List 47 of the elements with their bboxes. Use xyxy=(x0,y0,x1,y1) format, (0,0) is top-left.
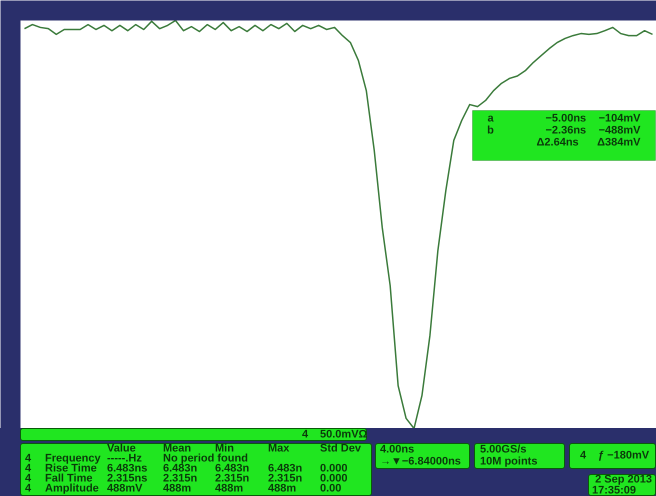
text: 488m xyxy=(215,482,244,494)
text: Fall Time xyxy=(45,472,92,484)
annotation: −104mV xyxy=(598,112,642,124)
text: 6.483n xyxy=(268,462,302,474)
text: 0.00 xyxy=(320,482,342,494)
text: Std Dev xyxy=(320,442,361,454)
text: 4 xyxy=(24,482,32,494)
annotation: 4 xyxy=(302,428,308,440)
text: 2.315n xyxy=(163,472,198,484)
text: ƒ −180mV xyxy=(598,450,650,462)
text: Mean xyxy=(163,442,192,454)
text: Value xyxy=(107,442,136,454)
text: 0.000 xyxy=(320,462,348,474)
annotation: a xyxy=(487,112,494,124)
text: 4.00ns xyxy=(380,444,414,456)
annotation: Δ2.64ns xyxy=(536,136,579,148)
text: 2.315ns xyxy=(107,472,148,484)
text: Rise Time xyxy=(45,462,97,474)
text: 6.483n xyxy=(163,462,198,474)
text: 5.00GS/s xyxy=(480,444,526,456)
text: 2.315n xyxy=(268,472,302,484)
text: 4 xyxy=(24,462,32,474)
text: 4 xyxy=(580,450,586,462)
text: 17:35:09 xyxy=(592,484,636,496)
text: Max xyxy=(268,442,290,454)
text: →▼−6.84000ns xyxy=(380,456,461,468)
text: Frequency xyxy=(45,452,101,464)
annotation: −488mV xyxy=(598,124,642,136)
text: 2 Sep 2013 xyxy=(595,474,652,486)
annotation: Δ384mV xyxy=(597,136,642,148)
annotation: −5.00ns xyxy=(546,112,586,124)
text: 2.315n xyxy=(215,472,250,484)
text: 4 xyxy=(24,472,32,484)
text: -----.Hz xyxy=(107,452,142,464)
text: 4 xyxy=(24,452,32,464)
text: 0.000 xyxy=(320,472,348,484)
annotation: −2.36ns xyxy=(546,124,586,136)
text: 6.483ns xyxy=(107,462,148,474)
text: 6.483n xyxy=(215,462,250,474)
text: 488m xyxy=(163,482,192,494)
annotation: b xyxy=(487,124,494,136)
text: 488m xyxy=(268,482,296,494)
text: No period found xyxy=(163,452,248,464)
text: Min xyxy=(215,442,234,454)
text: Amplitude xyxy=(45,482,99,494)
text: 10M points xyxy=(480,456,538,468)
text: 488mV xyxy=(107,482,142,494)
